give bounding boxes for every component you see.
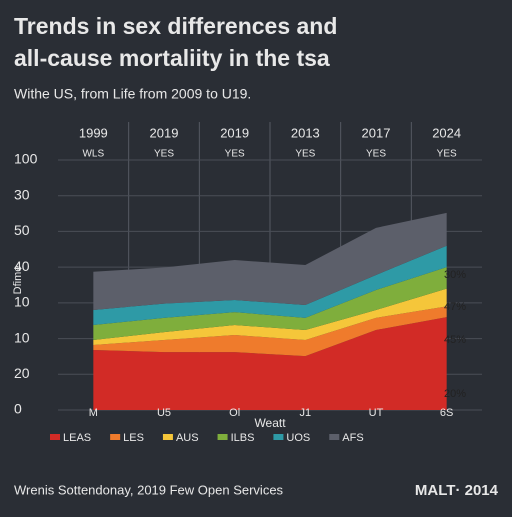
column-header: 2017 xyxy=(362,125,391,140)
y-tick-label: 10 xyxy=(14,329,30,345)
column-header: 1999 xyxy=(79,125,108,140)
column-subheader: YES xyxy=(154,149,174,160)
column-header: 2019 xyxy=(150,125,179,140)
legend-label: ILBS xyxy=(231,432,255,444)
x-tick-label: 6S xyxy=(440,407,453,419)
legend-label: LEAS xyxy=(63,432,91,444)
legend-swatch xyxy=(217,434,228,440)
area xyxy=(93,288,447,345)
chart-title: all-cause mortaliity in the tsa xyxy=(14,45,330,71)
annotation: 30% xyxy=(444,269,466,281)
area xyxy=(93,267,447,340)
legend-label: AUS xyxy=(176,432,199,444)
area xyxy=(93,245,447,325)
column-subheader: YES xyxy=(225,149,245,160)
y-tick-label: 100 xyxy=(14,151,38,167)
annotation: 20% xyxy=(444,388,466,400)
y-tick-label: 10 xyxy=(14,294,30,310)
x-tick-label: UT xyxy=(369,407,384,419)
x-tick-label: U5 xyxy=(157,407,171,419)
x-axis-label: Weatt xyxy=(254,416,286,430)
legend-swatch xyxy=(162,434,173,440)
x-tick-label: M xyxy=(89,407,98,419)
x-tick-label: Ol xyxy=(229,407,240,419)
x-tick-label: J1 xyxy=(300,407,312,419)
area xyxy=(93,212,447,310)
column-subheader: YES xyxy=(295,149,315,160)
y-tick-label: 20 xyxy=(14,365,30,381)
legend-label: LES xyxy=(123,432,144,444)
legend-label: AFS xyxy=(342,432,363,444)
annotation: 47% xyxy=(444,301,466,313)
y-axis-label: Dfime xyxy=(12,266,24,295)
y-tick-label: 50 xyxy=(14,222,30,238)
y-tick-label: 30 xyxy=(14,186,30,202)
y-tick-label: 40 xyxy=(14,258,30,274)
legend-swatch xyxy=(110,434,121,440)
column-header: 2019 xyxy=(220,125,249,140)
legend-swatch xyxy=(329,434,340,440)
area xyxy=(93,306,447,357)
column-header: 2024 xyxy=(432,125,461,140)
legend-label: UOS xyxy=(286,432,310,444)
column-header: 2013 xyxy=(291,125,320,140)
annotation: 45% xyxy=(444,334,466,346)
column-subheader: YES xyxy=(437,149,457,160)
column-subheader: YES xyxy=(366,149,386,160)
chart-subtitle: Withe US, from Life from 2009 to U19. xyxy=(14,86,251,102)
chart-title: Trends in sex differences and xyxy=(14,13,337,39)
column-subheader: WLS xyxy=(82,149,104,160)
footer: Wrenis Sottendonay, 2019 Few Open Servic… xyxy=(14,482,284,497)
legend-swatch xyxy=(50,434,60,440)
legend-swatch xyxy=(273,434,284,440)
brand: MALT· 2014 xyxy=(415,482,499,499)
y-tick-label: 0 xyxy=(14,401,22,417)
area xyxy=(93,317,447,410)
